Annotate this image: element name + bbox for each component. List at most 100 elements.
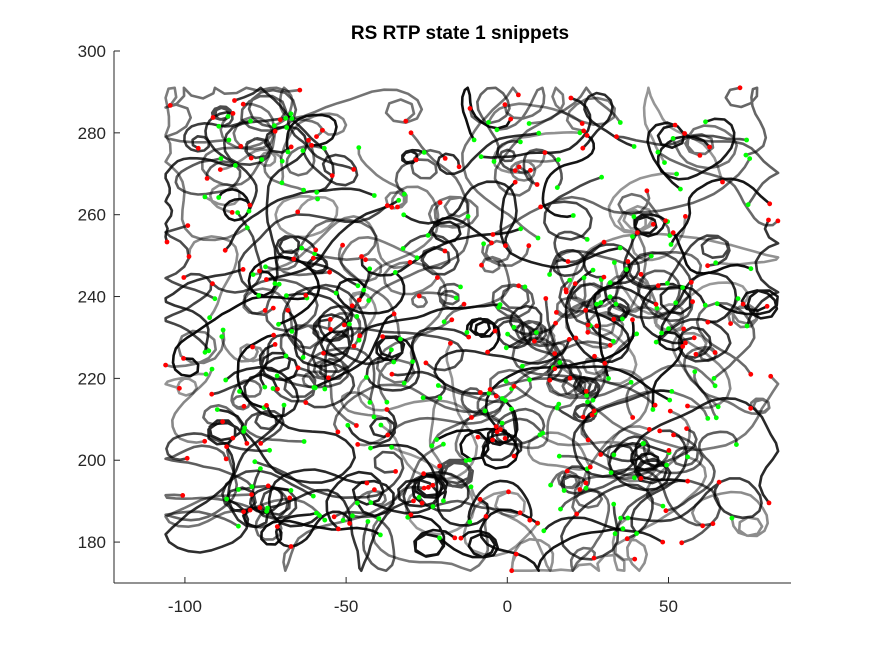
trajectory-snippet	[233, 86, 335, 194]
end-point	[775, 218, 781, 224]
end-point	[395, 204, 400, 210]
end-point	[587, 464, 593, 470]
start-point	[518, 139, 523, 145]
start-point	[486, 120, 491, 125]
start-point	[714, 301, 720, 307]
end-point	[516, 92, 521, 98]
trajectory-snippet	[304, 267, 371, 373]
end-point	[448, 340, 453, 346]
end-point	[232, 98, 237, 103]
start-point	[259, 157, 265, 162]
end-point	[331, 514, 337, 520]
start-point	[216, 195, 222, 200]
trajectory-snippet	[461, 86, 540, 240]
end-point	[314, 134, 319, 140]
trajectory-snippet	[171, 367, 214, 444]
trajectory-snippet	[369, 443, 490, 527]
end-point	[469, 415, 474, 420]
end-point	[275, 386, 280, 392]
start-point	[554, 405, 560, 411]
start-point	[458, 284, 463, 290]
trajectory-snippet	[539, 175, 603, 241]
end-point	[512, 168, 518, 174]
start-point	[202, 194, 208, 200]
start-point	[400, 246, 406, 251]
start-point	[744, 323, 750, 329]
trajectory-snippet	[569, 486, 611, 572]
start-point	[617, 120, 623, 125]
start-point	[561, 488, 567, 493]
start-point	[570, 213, 576, 218]
trajectory-snippet	[210, 333, 306, 396]
start-point	[486, 390, 492, 396]
start-point	[391, 359, 397, 365]
end-point	[490, 437, 495, 443]
end-point	[426, 484, 431, 490]
start-point	[283, 353, 289, 359]
start-point	[556, 157, 561, 163]
trajectory-snippet	[671, 331, 720, 409]
trajectory-snippet	[509, 158, 560, 182]
start-point	[628, 379, 634, 385]
start-point	[631, 214, 637, 220]
end-point	[538, 204, 543, 210]
start-point	[416, 494, 422, 500]
start-point	[378, 422, 384, 428]
trajectory-snippet	[651, 330, 684, 411]
trajectory-snippet	[526, 431, 592, 471]
trajectory-snippet	[460, 387, 507, 415]
x-tick-label: -50	[334, 597, 359, 616]
end-point	[224, 444, 230, 450]
start-point	[713, 260, 719, 266]
end-point	[697, 153, 703, 158]
trajectory-snippet	[666, 234, 731, 285]
start-point	[236, 523, 241, 529]
start-point	[678, 186, 683, 192]
start-point	[535, 235, 541, 241]
end-point	[435, 275, 440, 280]
start-point	[435, 383, 441, 388]
trajectory-snippet	[558, 278, 608, 327]
end-point	[351, 343, 357, 349]
end-point	[625, 259, 631, 264]
end-point	[598, 452, 604, 457]
start-point	[263, 264, 268, 270]
end-point	[509, 568, 515, 574]
end-point	[584, 133, 590, 138]
start-point	[283, 115, 289, 121]
start-point	[491, 159, 497, 164]
start-point	[584, 393, 589, 398]
start-point	[464, 330, 470, 335]
end-point	[684, 426, 689, 431]
trajectory-snippet	[282, 442, 445, 572]
end-point	[748, 405, 754, 411]
start-point	[665, 280, 670, 286]
start-point	[203, 371, 209, 377]
start-point	[509, 406, 514, 412]
end-point	[566, 337, 572, 342]
start-point	[748, 266, 754, 272]
end-point	[222, 247, 228, 253]
end-point	[264, 277, 269, 282]
start-point	[354, 500, 360, 506]
trajectory-snippet	[258, 343, 299, 389]
end-point	[493, 393, 499, 399]
trajectory-snippet	[693, 370, 771, 416]
end-point	[498, 427, 503, 432]
end-point	[683, 214, 688, 219]
start-point	[611, 338, 616, 344]
end-point	[209, 391, 215, 397]
end-point	[527, 517, 533, 523]
start-point	[322, 517, 328, 523]
end-point	[581, 128, 587, 134]
start-point	[607, 294, 613, 300]
trajectory-snippet	[431, 499, 522, 515]
start-point	[207, 315, 213, 321]
trajectory-snippet	[617, 189, 672, 237]
end-point	[547, 377, 553, 383]
end-point	[295, 209, 301, 215]
start-point	[598, 300, 604, 306]
end-point	[635, 230, 640, 236]
end-point	[452, 535, 458, 541]
